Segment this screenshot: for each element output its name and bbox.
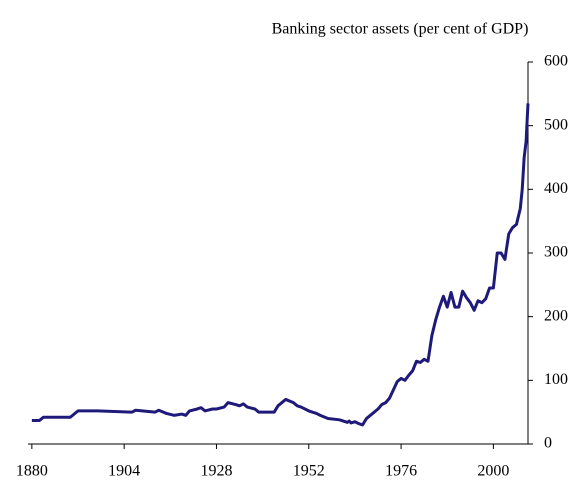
x-tick-label: 1976 [385, 463, 417, 480]
chart-title: Banking sector assets (per cent of GDP) [272, 21, 529, 38]
y-tick-label: 0 [544, 435, 552, 452]
y-tick-label: 300 [544, 244, 568, 261]
y-tick-label: 200 [544, 307, 568, 324]
y-tick-label: 400 [544, 180, 568, 197]
x-tick-label: 1904 [108, 463, 140, 480]
x-tick-label: 1952 [293, 463, 325, 480]
x-tick-label: 1928 [200, 463, 232, 480]
data-line [31, 103, 530, 427]
x-tick-label: 2000 [477, 463, 509, 480]
x-tick-label: 1880 [16, 463, 48, 480]
y-tick-label: 500 [544, 116, 568, 133]
y-tick-label: 600 [544, 53, 568, 70]
y-tick-label: 100 [544, 371, 568, 388]
